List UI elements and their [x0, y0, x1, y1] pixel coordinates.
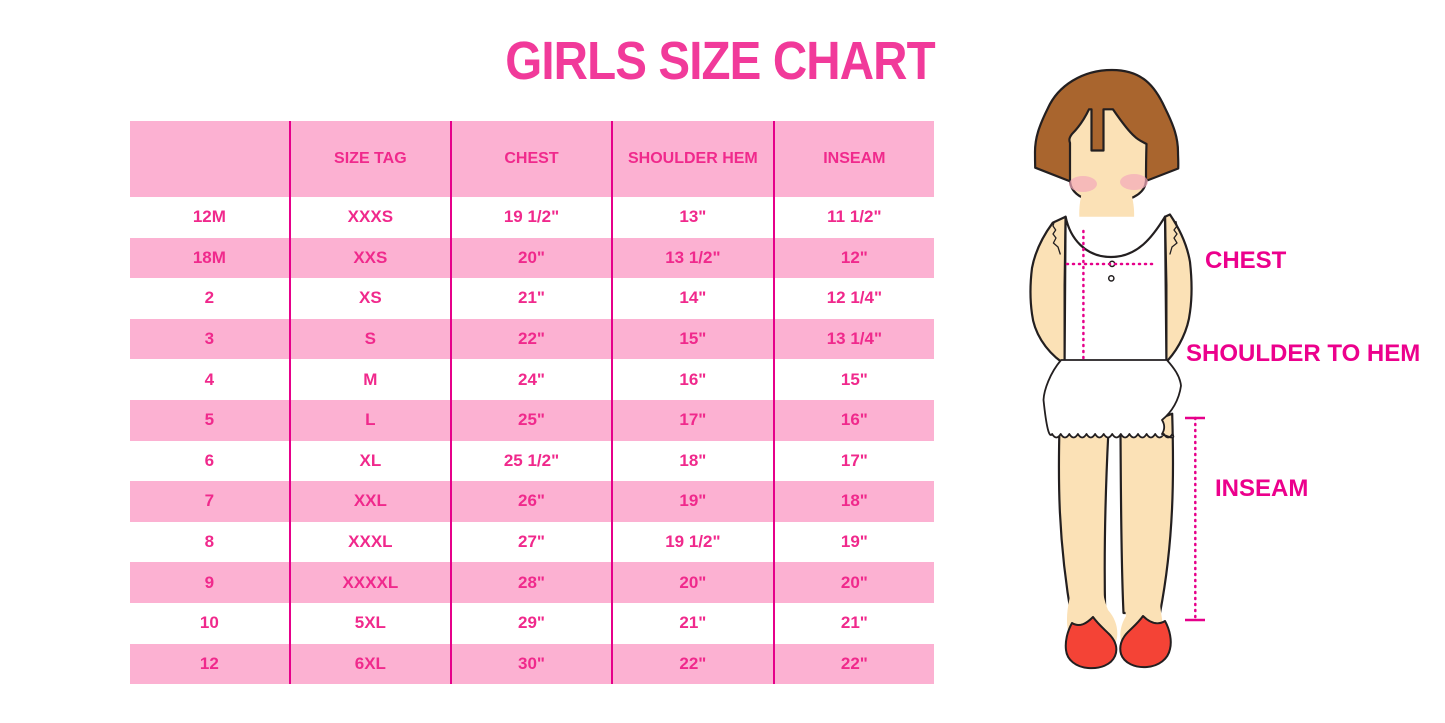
svg-text:CHEST: CHEST [1205, 247, 1287, 274]
svg-text:INSEAM: INSEAM [1215, 475, 1308, 502]
svg-text:SHOULDER TO HEM: SHOULDER TO HEM [1186, 340, 1420, 367]
